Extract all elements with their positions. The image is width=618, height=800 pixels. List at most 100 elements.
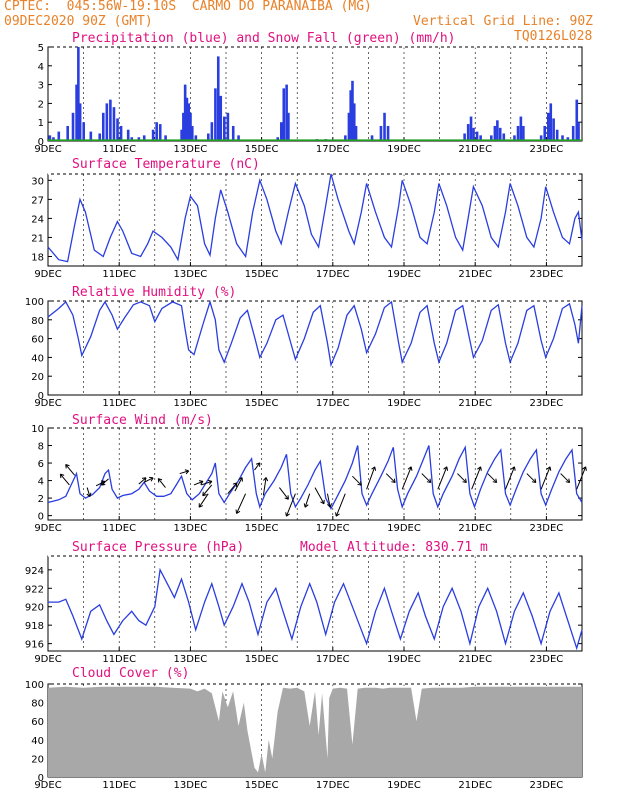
precip-bar [194, 135, 198, 141]
y-tick-label: 5 [38, 43, 44, 54]
wind-arrow [326, 493, 331, 508]
panel-precip: 0 1 2 3 4 5 9DEC 11DEC 13DEC 15DEC 17DEC 19DEC 21DEC… [34, 43, 583, 155]
panel-rh: 0 20 40 60 80 100 9DEC 11DEC 13DEC 15DEC 17DEC 19DE… [25, 285, 583, 409]
wind-arrow-head [335, 512, 340, 517]
precip-bar [479, 135, 482, 141]
precip-bar [543, 125, 547, 141]
x-tick-label: 23DEC [530, 780, 564, 791]
precip-bar [276, 137, 280, 141]
precip-bar [571, 125, 575, 141]
wind-arrow [138, 477, 147, 485]
wind-arrow-head [443, 466, 449, 471]
wind-arrow-head [546, 466, 552, 471]
precip-bar [344, 135, 347, 141]
precip-bar [71, 112, 75, 141]
panel-frame [47, 427, 583, 521]
y-tick-label: 18 [31, 252, 44, 263]
precip-bar [349, 90, 352, 141]
precip-bar [207, 133, 210, 141]
y-tick-label: 20 [31, 754, 44, 765]
x-tick-label: 9DEC [34, 780, 61, 791]
y-tick-label: 60 [31, 717, 44, 728]
x-tick-label: 17DEC [316, 780, 350, 791]
precip-bar [216, 56, 220, 141]
precip-bar [52, 137, 55, 141]
x-tick-label: 9DEC [34, 398, 61, 409]
wind-arrow [487, 473, 498, 483]
precip-bar [189, 112, 192, 141]
x-tick-label: 11DEC [102, 269, 136, 280]
wind-arrow [95, 480, 106, 487]
y-tick-label: 922 [25, 584, 44, 595]
x-tick-label: 15DEC [245, 269, 279, 280]
precip-bar [98, 133, 102, 141]
precip-bar [577, 122, 580, 141]
precip-bar [285, 84, 288, 141]
x-tick-label: 17DEC [316, 144, 350, 155]
wind-arrow [385, 473, 396, 483]
panel-cloud: 0 20 40 60 80 100 9DEC 11DEC 13DEC 15DEC 17DEC 19DE… [25, 666, 583, 791]
precip-bar [231, 125, 235, 141]
wind-arrow [471, 466, 482, 490]
precip-bar [190, 125, 194, 141]
x-tick-label: 11DEC [102, 398, 136, 409]
x-tick-label: 23DEC [530, 654, 564, 665]
x-tick-label: 13DEC [174, 780, 208, 791]
wind-arrow-head [492, 478, 498, 484]
wind-arrow [560, 473, 570, 483]
wind-arrow [227, 482, 238, 495]
precip-bar [77, 47, 80, 141]
precip-bar [575, 99, 579, 141]
x-tick-label: 21DEC [458, 780, 492, 791]
precip-bar [82, 122, 85, 141]
precip-bar [498, 127, 502, 141]
wind-arrow [526, 473, 537, 483]
y-tick-label: 916 [25, 640, 44, 651]
wind-arrow-head [59, 473, 65, 479]
wind-arrow [576, 466, 587, 490]
precip-bar [219, 95, 223, 141]
y-tick-label: 24 [31, 214, 44, 225]
wind-arrow [421, 473, 432, 483]
precip-bar [185, 97, 189, 141]
precip-bar [119, 125, 123, 141]
wind-arrow [236, 493, 247, 514]
wind-arrow [198, 493, 209, 508]
y-tick-label: 30 [31, 176, 44, 187]
precip-bar [555, 129, 559, 141]
precip-bar [513, 135, 516, 141]
wind-arrow [157, 478, 166, 488]
x-tick-label: 19DEC [387, 398, 421, 409]
precip-bar [180, 129, 183, 141]
pressure-line [48, 567, 583, 651]
x-tick-label: 19DEC [387, 144, 421, 155]
precip-bar [347, 112, 351, 141]
wind-arrow-head [238, 477, 243, 482]
precip-bar [126, 129, 130, 141]
model-altitude: Model Altitude: 830.71 m [300, 540, 488, 555]
precip-bar [75, 84, 78, 141]
y-tick-label: 0 [38, 512, 44, 523]
wind-arrow-head [327, 503, 333, 508]
wind-arrow-head [255, 462, 261, 467]
precip-bar [57, 131, 61, 141]
wind-arrow [200, 480, 213, 486]
panel-frame [47, 46, 583, 142]
x-tick-label: 15DEC [245, 654, 279, 665]
y-tick-label: 40 [31, 353, 44, 364]
x-tick-label: 23DEC [530, 144, 564, 155]
title-wind: Surface Wind (m/s) [72, 413, 213, 428]
wind-arrow-head [141, 477, 147, 482]
precip-bar [182, 112, 185, 141]
wind-arrow [279, 487, 289, 500]
wind-arrow-head [198, 503, 204, 508]
x-tick-label: 15DEC [245, 780, 279, 791]
precip-bar [158, 124, 162, 141]
precip-bar [151, 129, 155, 141]
x-tick-label: 11DEC [102, 654, 136, 665]
y-tick-label: 2 [38, 494, 44, 505]
precip-bar [187, 103, 191, 141]
y-tick-label: 1 [38, 118, 44, 129]
x-tick-label: 13DEC [174, 269, 208, 280]
x-tick-label: 11DEC [102, 780, 136, 791]
